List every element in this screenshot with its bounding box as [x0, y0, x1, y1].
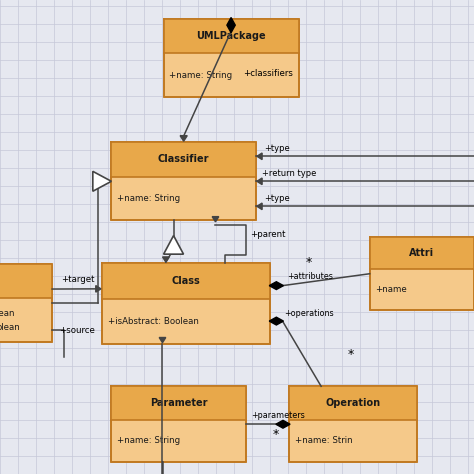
- Text: +attributes: +attributes: [287, 272, 333, 281]
- Text: *: *: [273, 428, 279, 441]
- Text: +name: String: +name: String: [117, 194, 180, 203]
- Text: +return type: +return type: [262, 169, 316, 178]
- Text: +parent: +parent: [250, 230, 285, 239]
- FancyBboxPatch shape: [289, 386, 417, 462]
- Polygon shape: [164, 236, 183, 254]
- FancyBboxPatch shape: [102, 263, 270, 299]
- FancyBboxPatch shape: [102, 263, 270, 344]
- Polygon shape: [93, 171, 111, 191]
- FancyBboxPatch shape: [0, 264, 52, 342]
- FancyBboxPatch shape: [164, 19, 299, 54]
- Text: +name: Strin: +name: Strin: [295, 437, 353, 446]
- FancyBboxPatch shape: [370, 237, 474, 310]
- Text: *: *: [347, 348, 354, 362]
- Text: +operations: +operations: [284, 310, 334, 319]
- Polygon shape: [96, 285, 101, 292]
- Polygon shape: [269, 317, 283, 325]
- Text: Operation: Operation: [326, 398, 381, 408]
- FancyBboxPatch shape: [111, 142, 256, 220]
- Text: +isAbstract: Boolean: +isAbstract: Boolean: [108, 317, 199, 326]
- Text: Attri: Attri: [409, 248, 435, 258]
- Polygon shape: [227, 18, 235, 33]
- FancyBboxPatch shape: [289, 386, 417, 419]
- Polygon shape: [276, 420, 290, 428]
- Text: +name: String: +name: String: [117, 437, 180, 446]
- Text: +target: +target: [61, 275, 94, 284]
- Text: Class: Class: [172, 276, 201, 286]
- Text: Parameter: Parameter: [150, 398, 208, 408]
- FancyBboxPatch shape: [111, 386, 246, 419]
- Polygon shape: [257, 153, 262, 160]
- Text: +source: +source: [59, 326, 95, 335]
- Polygon shape: [212, 217, 219, 222]
- Polygon shape: [163, 257, 169, 262]
- Polygon shape: [257, 203, 262, 210]
- Text: +type: +type: [264, 194, 290, 203]
- FancyBboxPatch shape: [111, 386, 246, 462]
- Text: +parameters: +parameters: [251, 410, 305, 419]
- Text: olean: olean: [0, 323, 20, 332]
- Text: *: *: [306, 256, 312, 269]
- Text: +type: +type: [264, 144, 290, 153]
- Text: +name: String: +name: String: [169, 71, 232, 80]
- FancyBboxPatch shape: [111, 142, 256, 177]
- FancyBboxPatch shape: [164, 19, 299, 97]
- Polygon shape: [180, 136, 187, 141]
- FancyBboxPatch shape: [0, 264, 52, 299]
- Polygon shape: [269, 282, 283, 290]
- FancyBboxPatch shape: [370, 237, 474, 269]
- Text: +classifiers: +classifiers: [243, 69, 293, 78]
- Text: Classifier: Classifier: [158, 155, 210, 164]
- Text: UMLPackage: UMLPackage: [196, 31, 266, 41]
- Text: lean: lean: [0, 309, 15, 318]
- Polygon shape: [257, 178, 262, 184]
- Polygon shape: [159, 337, 166, 343]
- Text: +name: +name: [375, 285, 407, 294]
